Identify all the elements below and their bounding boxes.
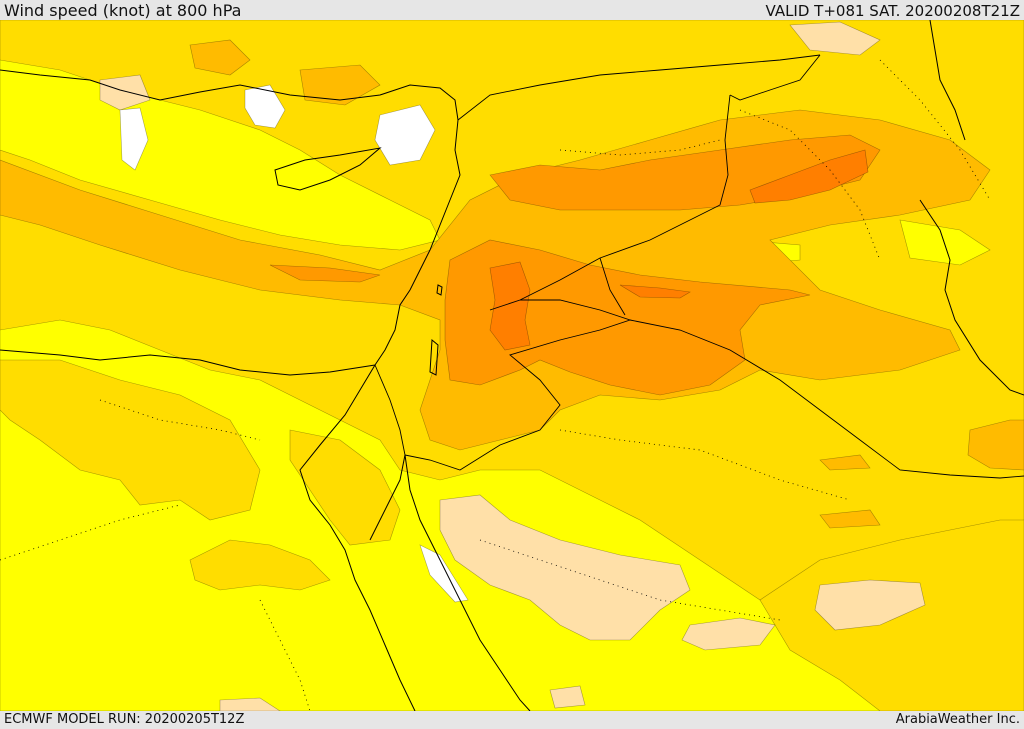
fill-very-high-iraq	[749, 149, 869, 204]
coastline-egypt-north	[0, 349, 376, 376]
fill-very-low-southeast	[814, 579, 926, 631]
fill-moderate-redsea	[189, 539, 331, 591]
header-bar: Wind speed (knot) at 800 hPa VALID T+081…	[0, 0, 1024, 20]
fill-elevated-iraq-south	[819, 454, 871, 471]
border-egypt-israel	[374, 364, 406, 456]
admin-boundary-iraq	[739, 109, 881, 261]
admin-boundary-red-sea-coast	[259, 599, 311, 711]
fill-moderate-sinai	[289, 429, 401, 546]
fill-lowest-aegean	[244, 84, 286, 129]
fill-low-east-patch	[899, 219, 991, 266]
fill-very-high-desert	[619, 284, 691, 299]
fill-very-high-jordan	[489, 261, 531, 351]
fill-lowest-med	[119, 107, 149, 171]
coastline-persian-gulf	[919, 199, 1024, 396]
coastline-dead-sea	[429, 338, 439, 376]
fill-very-low-south-2	[549, 685, 586, 709]
wind-speed-map	[0, 20, 1024, 711]
border-jordan-syria	[599, 257, 626, 316]
coastline-gulf-of-aqaba	[369, 454, 406, 541]
model-run: ECMWF MODEL RUN: 20200205T12Z	[4, 712, 245, 727]
credit: ArabiaWeather Inc.	[895, 712, 1020, 727]
fill-high-west	[269, 264, 381, 283]
footer-bar: ECMWF MODEL RUN: 20200205T12Z ArabiaWeat…	[0, 711, 1024, 729]
fill-very-low-south	[681, 617, 776, 651]
fill-very-low-bottom	[219, 697, 281, 711]
fill-elevated-turkey	[299, 64, 381, 106]
fill-elevated-east-edge	[967, 419, 1024, 471]
coastline-turkey-south	[0, 69, 459, 121]
fill-lowest-anatolia	[374, 104, 436, 166]
admin-boundary-saudi-south	[479, 539, 781, 621]
coastline-sea-of-galilee	[436, 284, 443, 296]
fill-very-low-nw	[99, 74, 151, 111]
fill-elevated-nw	[189, 39, 251, 76]
fill-high-levant	[444, 239, 811, 396]
admin-boundary-saudi-north	[559, 429, 851, 501]
coastline-caspian-west	[929, 20, 966, 141]
admin-boundary-syria	[559, 139, 721, 156]
coastline-gulf-of-suez	[299, 364, 416, 711]
valid-time: VALID T+081 SAT. 20200208T21Z	[765, 2, 1020, 20]
border-jordan-saudi	[404, 299, 632, 471]
fill-very-low-ne	[789, 21, 881, 56]
fill-very-low-arabia	[439, 494, 691, 641]
border-syria-iraq	[489, 94, 731, 311]
coastline-cyprus	[274, 147, 382, 191]
coastline-red-sea-east	[404, 454, 531, 711]
border-iraq-iran	[729, 54, 821, 101]
coastline-levant	[374, 119, 461, 366]
fill-elevated-gulf	[819, 509, 881, 529]
border-saudi-iraq	[629, 319, 1024, 479]
border-turkey-syria	[457, 54, 821, 121]
map-title: Wind speed (knot) at 800 hPa	[4, 1, 242, 20]
fill-moderate-egypt	[0, 359, 261, 521]
